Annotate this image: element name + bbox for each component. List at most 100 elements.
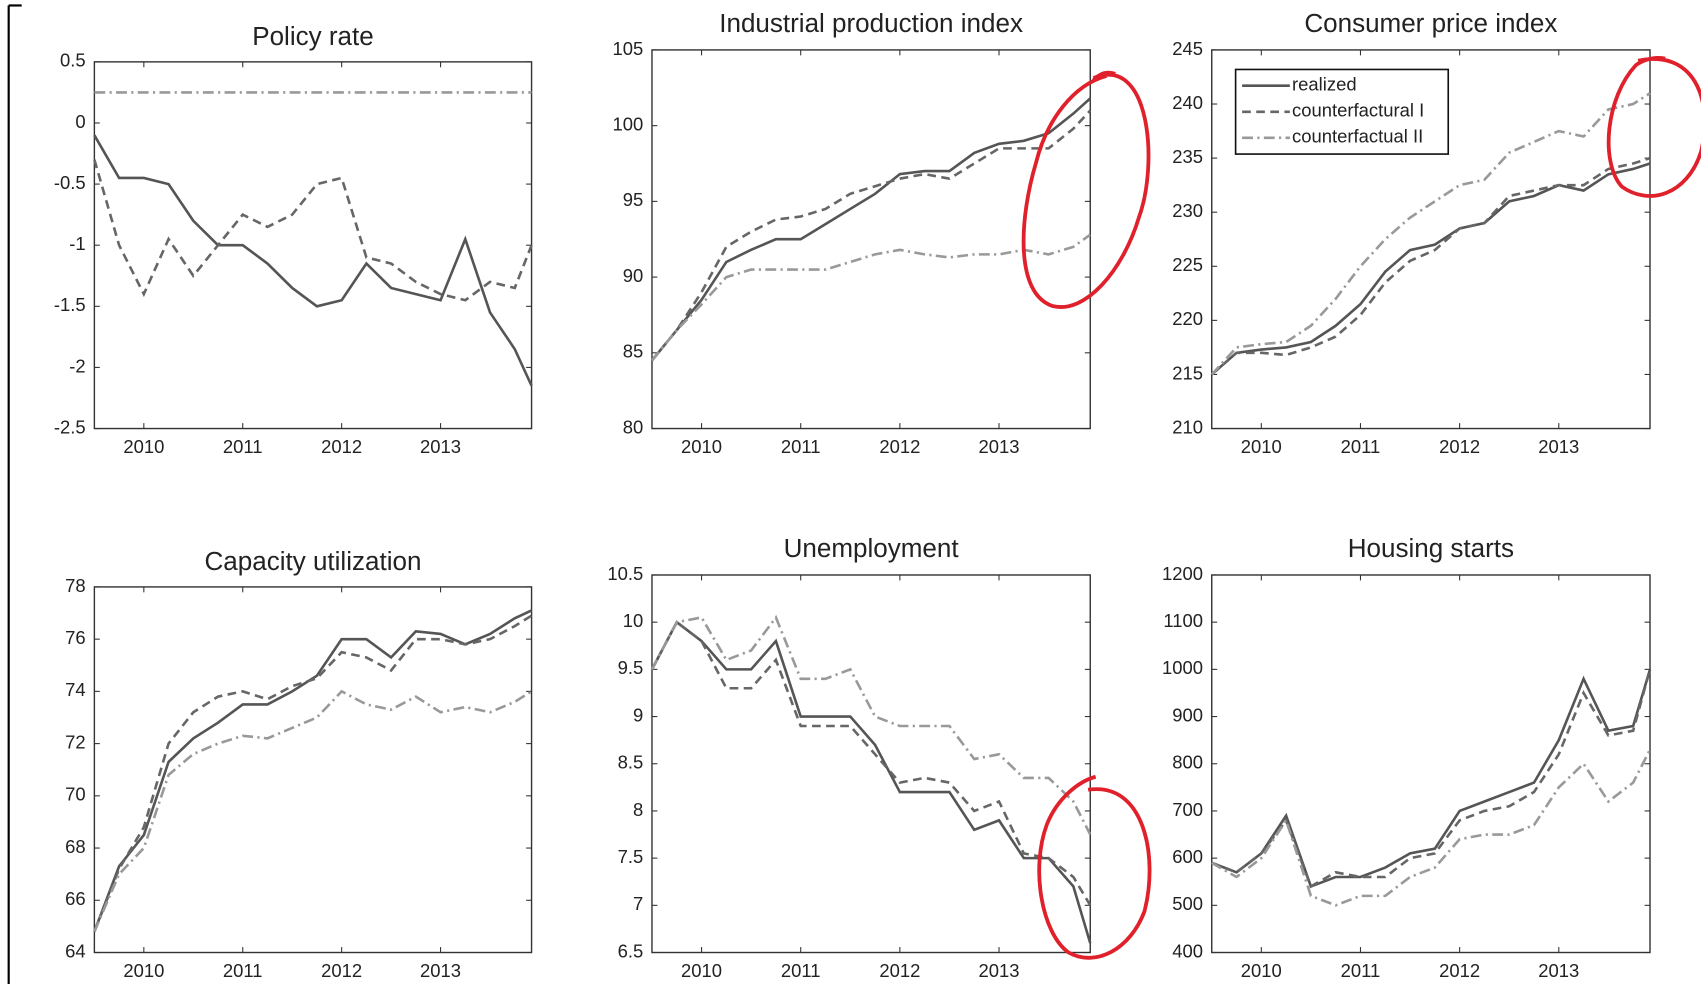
x-tick-label: 2011 bbox=[1341, 436, 1381, 457]
series-line bbox=[650, 620, 1092, 944]
series-line bbox=[1210, 92, 1651, 376]
x-tick-label: 2011 bbox=[223, 436, 263, 457]
x-tick-label: 2011 bbox=[1341, 960, 1381, 981]
y-tick-label: 76 bbox=[65, 627, 86, 648]
series-line bbox=[1211, 748, 1652, 907]
red-circle bbox=[1021, 73, 1151, 309]
series-line bbox=[650, 614, 1092, 836]
series-line bbox=[1211, 668, 1652, 889]
series-line bbox=[1210, 156, 1651, 376]
y-tick-label: 90 bbox=[623, 265, 644, 286]
y-tick-label: 8.5 bbox=[618, 752, 644, 773]
y-tick-label: 1100 bbox=[1163, 610, 1203, 631]
plots: Policy rate -2.5 -2 -1.5 -1 -0.5 0 0.5 2010 2011 2… bbox=[54, 8, 1652, 981]
series-line bbox=[650, 109, 1092, 362]
x-tick-label: 2010 bbox=[123, 436, 164, 457]
series-line bbox=[650, 620, 1092, 906]
y-tick-label: 225 bbox=[1172, 254, 1203, 275]
y-tick-label: 10 bbox=[623, 610, 644, 631]
y-tick-label: 220 bbox=[1172, 308, 1203, 329]
y-tick-label: 64 bbox=[65, 940, 86, 961]
y-tick-label: 800 bbox=[1172, 752, 1203, 773]
chart-title: Industrial production index bbox=[719, 8, 1023, 38]
x-tick-label: 2013 bbox=[979, 960, 1020, 981]
y-tick-label: 68 bbox=[65, 836, 86, 857]
y-tick-label: 9 bbox=[633, 704, 643, 725]
series-line bbox=[93, 134, 533, 387]
x-tick-label: 2010 bbox=[681, 436, 722, 457]
y-tick-label: -1.5 bbox=[54, 294, 86, 315]
y-tick-label: 0.5 bbox=[60, 50, 86, 71]
y-tick-label: 6.5 bbox=[618, 940, 644, 961]
y-tick-label: 240 bbox=[1172, 92, 1203, 113]
y-tick-label: 210 bbox=[1172, 416, 1203, 437]
series-line bbox=[650, 97, 1092, 362]
y-tick-label: 600 bbox=[1172, 846, 1203, 867]
y-tick-label: 85 bbox=[623, 341, 644, 362]
y-tick-label: 245 bbox=[1172, 38, 1203, 59]
x-tick-label: 2012 bbox=[321, 960, 362, 981]
legend-label: realized bbox=[1292, 74, 1357, 95]
legend-label: counterfactural I bbox=[1292, 100, 1424, 121]
legend: realized counterfactural I counterfactual … bbox=[1234, 68, 1450, 155]
y-tick-label: 215 bbox=[1172, 362, 1203, 383]
red-circle bbox=[1092, 70, 1116, 82]
y-tick-label: 9.5 bbox=[618, 657, 644, 678]
y-tick-label: 100 bbox=[613, 114, 644, 135]
series-line bbox=[93, 689, 533, 933]
plot-frame bbox=[93, 586, 533, 954]
x-tick-label: 2011 bbox=[781, 436, 821, 457]
x-tick-label: 2010 bbox=[123, 960, 164, 981]
x-tick-label: 2013 bbox=[1538, 960, 1579, 981]
chart-title: Consumer price index bbox=[1304, 8, 1557, 38]
y-tick-label: 80 bbox=[623, 416, 644, 437]
red-circle bbox=[1037, 774, 1152, 960]
y-tick-label: 7.5 bbox=[618, 846, 644, 867]
x-tick-label: 2013 bbox=[979, 436, 1020, 457]
y-tick-label: 10.5 bbox=[607, 563, 643, 584]
series-line bbox=[1211, 669, 1652, 889]
y-tick-label: 105 bbox=[613, 38, 644, 59]
y-tick-label: 95 bbox=[623, 189, 644, 210]
y-tick-label: -2 bbox=[69, 355, 85, 376]
y-tick-label: 500 bbox=[1172, 893, 1203, 914]
y-tick-label: 700 bbox=[1172, 799, 1203, 820]
y-tick-label: 66 bbox=[65, 888, 86, 909]
chart-title: Policy rate bbox=[252, 21, 373, 51]
x-tick-label: 2010 bbox=[1241, 436, 1282, 457]
y-tick-label: 1000 bbox=[1162, 657, 1203, 678]
x-tick-label: 2013 bbox=[1538, 436, 1579, 457]
series-line bbox=[93, 159, 533, 302]
x-tick-label: 2012 bbox=[879, 960, 920, 981]
plot-frame bbox=[651, 574, 1091, 954]
annotations bbox=[1021, 56, 1701, 960]
plot-frame bbox=[1211, 49, 1651, 430]
y-tick-label: -1 bbox=[69, 233, 85, 254]
y-tick-label: -0.5 bbox=[54, 172, 86, 193]
x-tick-label: 2011 bbox=[223, 960, 263, 981]
y-tick-label: 900 bbox=[1172, 704, 1203, 725]
y-tick-label: 1200 bbox=[1162, 563, 1203, 584]
y-tick-label: 7 bbox=[633, 893, 643, 914]
y-tick-label: 0 bbox=[75, 111, 85, 132]
chart-title: Capacity utilization bbox=[205, 546, 422, 576]
plot-frame bbox=[1211, 574, 1651, 954]
x-tick-label: 2010 bbox=[1241, 960, 1282, 981]
plot-frame bbox=[651, 49, 1091, 430]
x-tick-label: 2013 bbox=[420, 436, 461, 457]
x-tick-label: 2013 bbox=[420, 960, 461, 981]
x-tick-label: 2012 bbox=[321, 436, 362, 457]
x-tick-label: 2012 bbox=[879, 436, 920, 457]
x-tick-label: 2010 bbox=[681, 960, 722, 981]
y-tick-label: 78 bbox=[65, 575, 86, 596]
x-tick-label: 2011 bbox=[781, 960, 821, 981]
series-line bbox=[1210, 162, 1651, 376]
y-tick-label: 8 bbox=[633, 799, 643, 820]
series-line bbox=[93, 614, 533, 933]
chart-title: Unemployment bbox=[784, 533, 960, 563]
x-tick-label: 2012 bbox=[1439, 960, 1480, 981]
y-tick-label: 74 bbox=[65, 679, 86, 700]
y-tick-label: -2.5 bbox=[54, 416, 86, 437]
